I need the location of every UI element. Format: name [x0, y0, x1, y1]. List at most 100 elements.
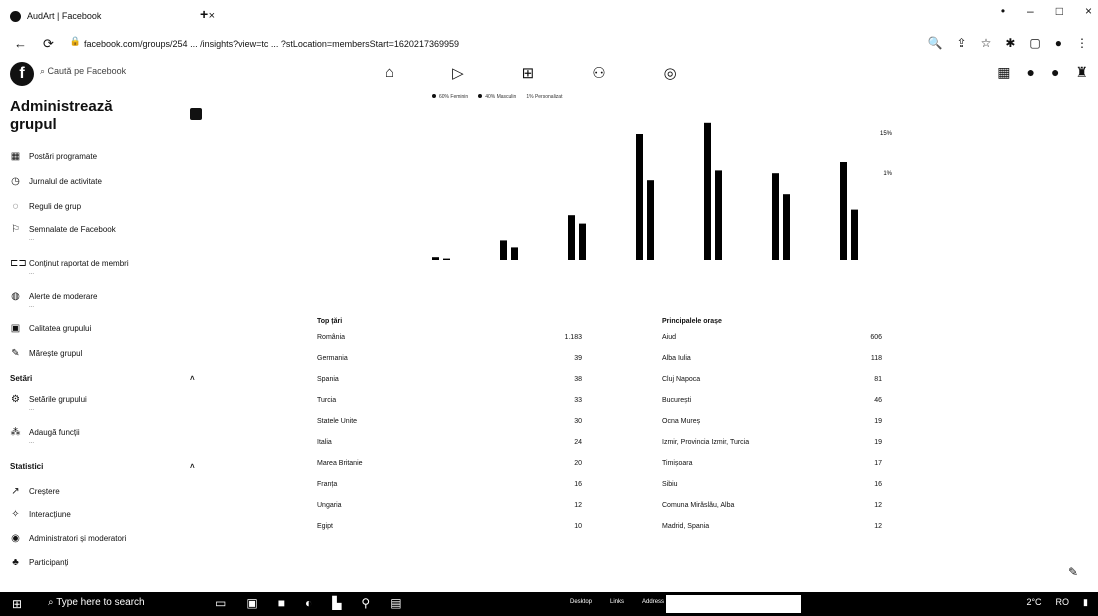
- sidebar-item-group-settings[interactable]: ⚙ Setările grupului...: [10, 395, 210, 413]
- sidebar-item-grow-group[interactable]: ✎ Mărește grupul: [10, 349, 210, 359]
- bar-male-35-44[interactable]: [647, 180, 654, 260]
- y-tick-label: 15%: [880, 131, 893, 137]
- url-field[interactable]: facebook.com/groups/254 ... /insights?vi…: [84, 39, 459, 49]
- table-row: Ocna Mureș 19: [662, 411, 882, 432]
- facebook-logo-icon[interactable]: f: [10, 62, 34, 86]
- bar-male-45-54[interactable]: [715, 170, 722, 260]
- share-icon[interactable]: ⇪: [956, 36, 967, 50]
- bar-female-18-24[interactable]: [500, 240, 507, 260]
- bar-male-18-24[interactable]: [511, 247, 518, 260]
- row-value: 16: [874, 481, 882, 488]
- toolbar-address[interactable]: Address: [642, 599, 665, 605]
- compose-icon[interactable]: ✎: [1068, 565, 1079, 579]
- profile-dot-icon[interactable]: •: [1000, 4, 1006, 18]
- bar-female-25-34[interactable]: [568, 215, 575, 260]
- app-icon[interactable]: ▤: [390, 596, 402, 610]
- gaming-icon[interactable]: ◎: [663, 65, 677, 82]
- sidebar-item-label: Calitatea grupului: [29, 324, 92, 333]
- extensions-icon[interactable]: ✱: [1005, 36, 1016, 50]
- sidebar-item-add-features[interactable]: ⁂ Adaugă funcții...: [10, 428, 210, 446]
- sidebar-item-admins[interactable]: ◉ Administratori și moderatori: [10, 534, 210, 544]
- edge-icon[interactable]: ◐: [304, 596, 313, 610]
- sidebar-item-engagement[interactable]: ✧ Interacțiune: [10, 510, 210, 520]
- sidebar-item-growth[interactable]: ↗ Creștere: [10, 487, 210, 497]
- collapse-sidebar-icon[interactable]: [190, 108, 202, 120]
- y-tick-label: 1%: [883, 171, 892, 177]
- profile-avatar[interactable]: ●: [1054, 36, 1062, 50]
- insights-main: 60% Feminin 40% Masculin 1% Personalizat…: [222, 92, 1098, 584]
- notifications-icon[interactable]: ▮: [1083, 597, 1088, 607]
- sidebar-item-activity-log[interactable]: ◷ Jurnalul de activitate: [10, 177, 210, 187]
- app-icon[interactable]: ▙: [332, 596, 342, 610]
- close-window-button[interactable]: ×: [1084, 4, 1092, 18]
- system-tray: 2°C RO ▮: [1026, 597, 1088, 608]
- legend-item: 1% Personalizat: [526, 94, 563, 100]
- minimize-button[interactable]: –: [1027, 4, 1034, 18]
- sidebar-item-label: Jurnalul de activitate: [29, 177, 102, 186]
- sidebar-item-members[interactable]: ♣ Participanți: [10, 558, 210, 568]
- table-row: București 46: [662, 390, 882, 411]
- language-indicator[interactable]: RO: [1055, 597, 1070, 607]
- row-label: Marea Britanie: [317, 460, 363, 467]
- bar-female-65+[interactable]: [840, 162, 847, 260]
- marketplace-icon[interactable]: ⊞: [521, 65, 535, 82]
- table-row: Franța 16: [317, 474, 582, 495]
- app-icon[interactable]: ⚲: [361, 596, 371, 610]
- rules-icon: ◌: [12, 201, 19, 212]
- notifications-icon[interactable]: ●: [1050, 64, 1060, 80]
- bookmark-star-icon[interactable]: ☆: [980, 36, 992, 50]
- taskbar-address-input[interactable]: [666, 595, 801, 613]
- sidebar-item-label: Administratori și moderatori: [29, 534, 127, 543]
- menu-grid-icon[interactable]: ▦: [997, 64, 1011, 80]
- watch-icon[interactable]: ▷: [452, 65, 464, 82]
- toolbar-desktop[interactable]: Desktop: [570, 599, 593, 605]
- stats-section-header[interactable]: Statistici ˄: [10, 462, 210, 471]
- browser-tab[interactable]: AudArt | Facebook ×: [10, 6, 215, 26]
- home-icon[interactable]: ⌂: [385, 64, 395, 81]
- tab-close-icon[interactable]: ×: [208, 10, 215, 22]
- bar-female-13-17[interactable]: [432, 257, 439, 260]
- sidebar-item-moderation-alerts[interactable]: ◍ Alerte de moderare...: [10, 292, 210, 310]
- bar-male-65+[interactable]: [851, 209, 858, 260]
- bar-female-35-44[interactable]: [636, 134, 643, 260]
- sidebar-item-scheduled-posts[interactable]: ▦ Postări programate: [10, 152, 210, 162]
- tab-title: AudArt | Facebook: [27, 11, 102, 21]
- bar-male-13-17[interactable]: [443, 258, 450, 260]
- table-row: România 1.183: [317, 327, 582, 348]
- facebook-search-input[interactable]: ⌕ Caută pe Facebook: [40, 66, 127, 76]
- bar-male-55-64[interactable]: [783, 194, 790, 260]
- start-button[interactable]: ⊞: [12, 597, 23, 611]
- sidepanel-icon[interactable]: ▢: [1029, 36, 1041, 50]
- browser-tab-strip: AudArt | Facebook × + • – □ ×: [0, 0, 1098, 30]
- groups-icon[interactable]: ⚇: [592, 65, 606, 82]
- bar-female-45-54[interactable]: [704, 122, 711, 260]
- taskbar-search[interactable]: ⌕ Type here to search: [48, 597, 145, 608]
- table-row: Timișoara 17: [662, 453, 882, 474]
- new-tab-button[interactable]: +: [200, 6, 209, 22]
- zoom-icon[interactable]: 🔍: [927, 36, 943, 50]
- toolbar-links[interactable]: Links: [610, 599, 625, 605]
- row-label: Spania: [317, 376, 339, 383]
- row-value: 39: [574, 355, 582, 362]
- bar-female-55-64[interactable]: [772, 173, 779, 260]
- bar-male-25-34[interactable]: [579, 223, 586, 260]
- back-arrow-icon[interactable]: ←: [14, 36, 27, 51]
- row-label: Alba Iulia: [662, 355, 691, 362]
- maximize-button[interactable]: □: [1055, 4, 1063, 18]
- sidebar-item-flagged-by-facebook[interactable]: ⚐ Semnalate de Facebook...: [10, 225, 210, 243]
- top-countries-table: Top țări România 1.183 Germania 39 Spania 38 T…: [317, 318, 582, 537]
- app-icon[interactable]: ▣: [246, 596, 258, 610]
- settings-section-header[interactable]: Setări ˄: [10, 374, 210, 383]
- reload-icon[interactable]: ⟳: [43, 36, 54, 51]
- sidebar-item-group-quality[interactable]: ▣ Calitatea grupului: [10, 324, 210, 334]
- row-value: 17: [874, 460, 882, 467]
- messenger-icon[interactable]: ●: [1026, 64, 1035, 80]
- browser-menu-icon[interactable]: ⋮: [1076, 36, 1088, 50]
- app-icon[interactable]: ■: [277, 596, 285, 610]
- row-value: 16: [574, 481, 582, 488]
- sidebar-item-group-rules[interactable]: ◌ Reguli de grup: [10, 202, 210, 212]
- task-view-icon[interactable]: ▭: [215, 596, 227, 610]
- sidebar-item-member-reported[interactable]: ⊏⊐ Conținut raportat de membri...: [10, 259, 210, 277]
- account-avatar[interactable]: ♜: [1075, 64, 1088, 80]
- row-label: Statele Unite: [317, 418, 358, 425]
